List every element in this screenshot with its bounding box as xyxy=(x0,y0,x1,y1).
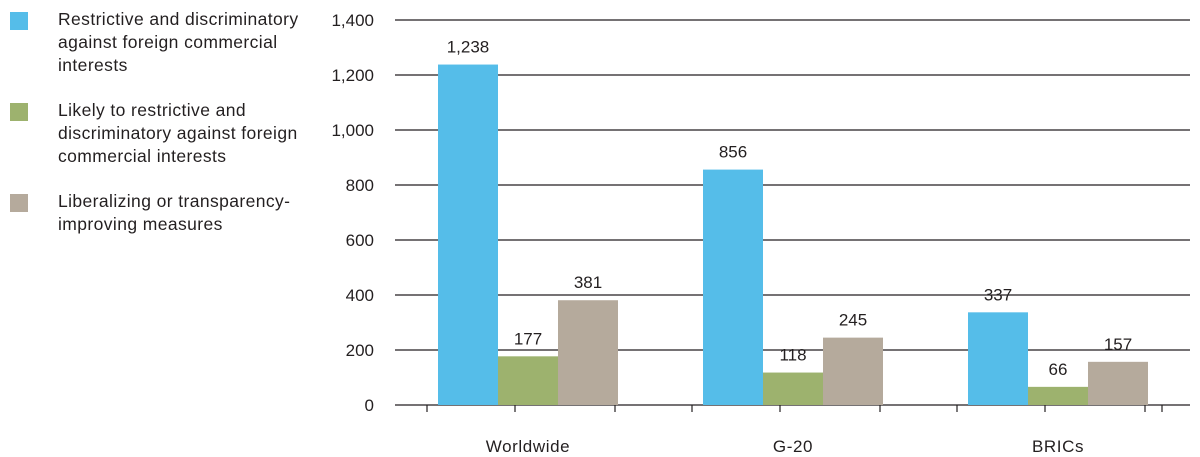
bar-g20-series-3 xyxy=(823,337,883,405)
bar-value-label: 177 xyxy=(514,329,542,348)
legend-swatch-likely-restrictive xyxy=(10,103,28,121)
bar-brics-series-1 xyxy=(968,312,1028,405)
bar-worldwide-series-2 xyxy=(498,356,558,405)
bar-brics-series-3 xyxy=(1088,361,1148,405)
x-category-label: Worldwide xyxy=(486,437,570,456)
x-category-label: BRICs xyxy=(1032,437,1084,456)
y-tick-label: 400 xyxy=(346,286,374,305)
y-tick-label: 1,000 xyxy=(331,121,374,140)
bar-worldwide-series-1 xyxy=(438,64,498,406)
y-tick-label: 600 xyxy=(346,231,374,250)
bar-value-label: 118 xyxy=(779,346,806,365)
bar-value-label: 856 xyxy=(719,143,747,162)
bar-value-label: 1,238 xyxy=(447,38,490,57)
legend-label-liberalizing: Liberalizing or transparency-improving m… xyxy=(58,191,291,234)
y-tick-label: 1,200 xyxy=(331,66,374,85)
y-tick-label: 0 xyxy=(365,396,374,415)
bar-value-label: 157 xyxy=(1104,335,1132,354)
y-tick-label: 1,400 xyxy=(331,11,374,30)
legend-item-liberalizing: Liberalizing or transparency-improving m… xyxy=(10,190,300,236)
bar-g20-series-1 xyxy=(703,169,763,405)
legend-label-restrictive: Restrictive and discriminatory against f… xyxy=(58,9,299,75)
legend-label-likely-restrictive: Likely to restrictive and discriminatory… xyxy=(58,100,298,166)
x-category-label: G-20 xyxy=(773,437,813,456)
bar-value-label: 337 xyxy=(984,285,1012,304)
bar-value-label: 381 xyxy=(574,273,602,292)
y-tick-label: 200 xyxy=(346,341,374,360)
legend-swatch-liberalizing xyxy=(10,194,28,212)
bar-value-label: 66 xyxy=(1049,360,1068,379)
chart-legend: Restrictive and discriminatory against f… xyxy=(10,8,300,258)
legend-item-likely-restrictive: Likely to restrictive and discriminatory… xyxy=(10,99,300,168)
legend-swatch-restrictive xyxy=(10,12,28,30)
bar-g20-series-2 xyxy=(763,372,823,405)
legend-item-restrictive: Restrictive and discriminatory against f… xyxy=(10,8,300,77)
y-tick-label: 800 xyxy=(346,176,374,195)
bar-brics-series-2 xyxy=(1028,386,1088,405)
bar-worldwide-series-3 xyxy=(558,300,618,405)
bar-value-label: 245 xyxy=(839,311,867,330)
